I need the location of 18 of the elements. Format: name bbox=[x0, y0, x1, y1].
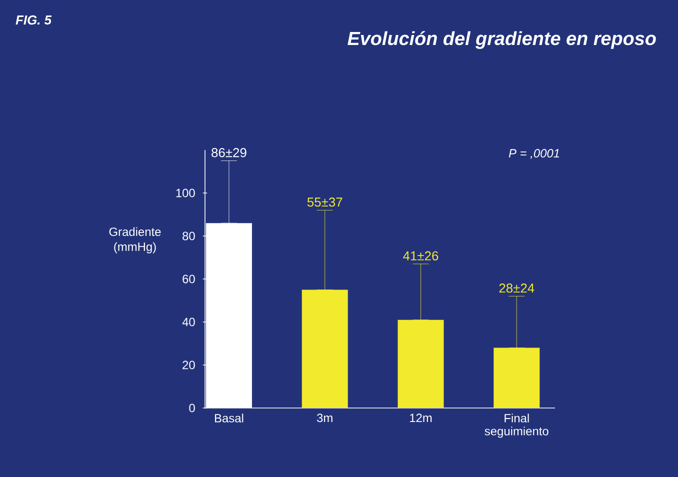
y-tick-label: 20 bbox=[182, 360, 195, 370]
y-tick-label: 80 bbox=[182, 232, 195, 240]
caption: FIG. 5 bbox=[16, 15, 52, 25]
x-tick-label: 3m bbox=[317, 414, 332, 422]
x-tick-label: Final seguimiento bbox=[484, 414, 548, 438]
y-tick-label: 100 bbox=[176, 188, 195, 198]
y-axis-title: Gradiente (mmHg) bbox=[109, 227, 161, 254]
y-tick-label: 0 bbox=[189, 404, 195, 412]
annotation: P = ,0001 bbox=[508, 149, 560, 159]
annotation: 86±29 bbox=[212, 148, 246, 158]
y-tick-label: 40 bbox=[182, 318, 195, 326]
chart-title: Evolución del gradiente en reposo bbox=[348, 31, 656, 49]
annotation: 28±24 bbox=[499, 284, 534, 293]
y-tick-label: 60 bbox=[182, 274, 195, 284]
x-tick-label: Basal bbox=[215, 414, 244, 422]
x-tick-label: 12m bbox=[410, 414, 432, 422]
annotation: 55±37 bbox=[307, 198, 342, 207]
annotation: 41±26 bbox=[403, 251, 438, 260]
